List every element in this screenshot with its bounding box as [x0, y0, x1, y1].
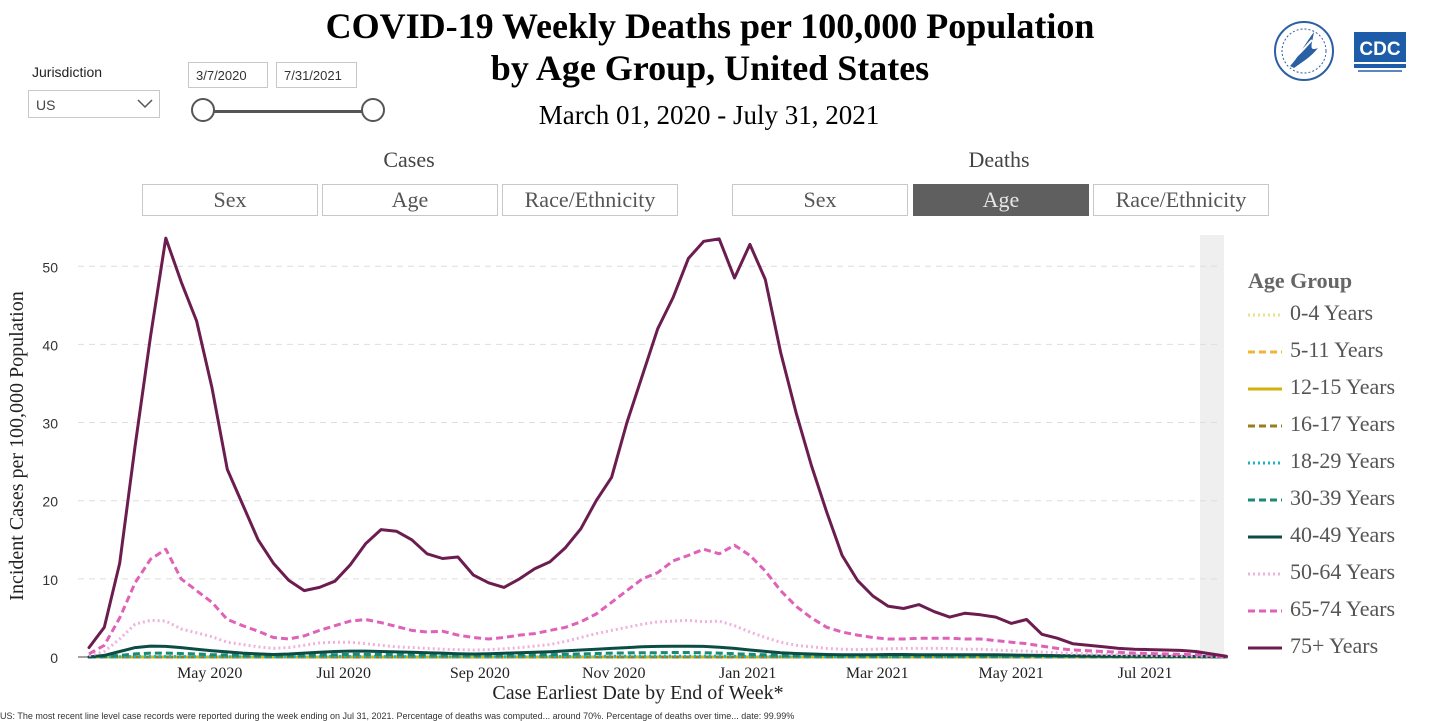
series-line-65-74-years	[88, 543, 1227, 659]
y-tick-label: 10	[42, 572, 58, 588]
chevron-down-icon	[137, 99, 153, 109]
legend-item[interactable]: 65-74 Years	[1248, 596, 1428, 626]
tab-deaths-race-ethnicity[interactable]: Race/Ethnicity	[1093, 184, 1269, 216]
y-tick-label: 0	[50, 650, 58, 666]
legend-swatch	[1248, 572, 1282, 576]
cases-section-label: Cases	[383, 147, 435, 172]
series-line-40-49-years	[87, 644, 1228, 659]
x-tick-label: Jan 2021	[719, 665, 776, 682]
chart-title-line2: by Age Group, United States	[490, 48, 930, 88]
legend-label: 0-4 Years	[1290, 300, 1374, 325]
incomplete-data-band	[1200, 235, 1224, 657]
jurisdiction-value: US	[36, 97, 56, 113]
legend-swatch	[1248, 609, 1282, 613]
y-tick-label: 20	[42, 494, 58, 510]
date-range-subtitle: March 01, 2020 - July 31, 2021	[538, 100, 880, 130]
series-line-50-64-years	[88, 618, 1227, 659]
legend-label: 50-64 Years	[1290, 559, 1396, 584]
tab-cases-race-ethnicity[interactable]: Race/Ethnicity	[502, 184, 678, 216]
legend-swatch	[1248, 535, 1282, 539]
chart-title-line1: COVID-19 Weekly Deaths per 100,000 Popul…	[325, 6, 1095, 46]
tab-cases-sex[interactable]: Sex	[142, 184, 318, 216]
legend-label: 16-17 Years	[1290, 411, 1396, 436]
legend-label: 30-39 Years	[1290, 485, 1396, 510]
tab-deaths-age[interactable]: Age	[913, 184, 1089, 216]
y-tick-label: 30	[42, 416, 58, 432]
legend-swatch	[1248, 313, 1282, 317]
y-tick-label: 50	[42, 259, 58, 275]
x-tick-label: May 2020	[177, 665, 242, 682]
legend-swatch	[1248, 461, 1282, 465]
x-axis-title: Case Earliest Date by End of Week*	[492, 682, 783, 704]
x-tick-label: Nov 2020	[582, 665, 646, 682]
legend-label: 12-15 Years	[1290, 374, 1396, 399]
legend-item[interactable]: 5-11 Years	[1248, 337, 1428, 367]
y-tick-label: 40	[42, 337, 58, 353]
legend-swatch	[1248, 498, 1282, 502]
tab-deaths-sex[interactable]: Sex	[732, 184, 908, 216]
jurisdiction-label: Jurisdiction	[32, 64, 103, 80]
legend-item[interactable]: 0-4 Years	[1248, 300, 1428, 330]
svg-text:CDC: CDC	[1359, 39, 1400, 60]
x-tick-label: Mar 2021	[846, 665, 909, 682]
date-slider-track[interactable]	[203, 110, 373, 113]
jurisdiction-dropdown[interactable]: US	[28, 90, 160, 118]
legend-label: 65-74 Years	[1290, 596, 1396, 621]
footnote: US: The most recent line level case reco…	[0, 711, 795, 721]
legend-label: 5-11 Years	[1290, 337, 1384, 362]
legend-label: 75+ Years	[1290, 633, 1379, 658]
legend-item[interactable]: 75+ Years	[1248, 633, 1428, 663]
legend-item[interactable]: 16-17 Years	[1248, 411, 1428, 441]
date-slider-start-handle[interactable]	[191, 98, 215, 122]
x-tick-label: Jul 2020	[316, 665, 371, 682]
legend-title: Age Group	[1248, 268, 1353, 293]
x-tick-label: May 2021	[979, 665, 1044, 682]
y-axis-title: Incident Cases per 100,000 Population	[6, 291, 28, 600]
series-line-75-years	[87, 236, 1228, 658]
x-tick-label: Jul 2021	[1118, 665, 1173, 682]
legend-label: 40-49 Years	[1290, 522, 1396, 547]
legend-swatch	[1248, 424, 1282, 428]
legend-item[interactable]: 30-39 Years	[1248, 485, 1428, 515]
date-slider-end-handle[interactable]	[361, 98, 385, 122]
line-chart: 0 10 20 30 40 50 May 2020 Jul 2020 Sep 2020 Nov 2…	[6, 235, 1228, 704]
deaths-section-label: Deaths	[968, 147, 1030, 172]
cdc-logo-icon: CDC	[1354, 32, 1406, 72]
legend-item[interactable]: 50-64 Years	[1248, 559, 1428, 589]
agency-logos: CDC	[1272, 18, 1412, 88]
end-date-input[interactable]: 7/31/2021	[276, 62, 357, 88]
hhs-seal-icon	[1274, 21, 1334, 81]
legend-label: 18-29 Years	[1290, 448, 1396, 473]
legend-item[interactable]: 12-15 Years	[1248, 374, 1428, 404]
legend-swatch	[1248, 646, 1282, 650]
tab-cases-age[interactable]: Age	[322, 184, 498, 216]
legend-item[interactable]: 40-49 Years	[1248, 522, 1428, 552]
x-tick-label: Sep 2020	[450, 665, 510, 682]
legend-swatch	[1248, 387, 1282, 391]
start-date-input[interactable]: 3/7/2020	[188, 62, 268, 88]
legend-swatch	[1248, 350, 1282, 354]
legend-item[interactable]: 18-29 Years	[1248, 448, 1428, 478]
